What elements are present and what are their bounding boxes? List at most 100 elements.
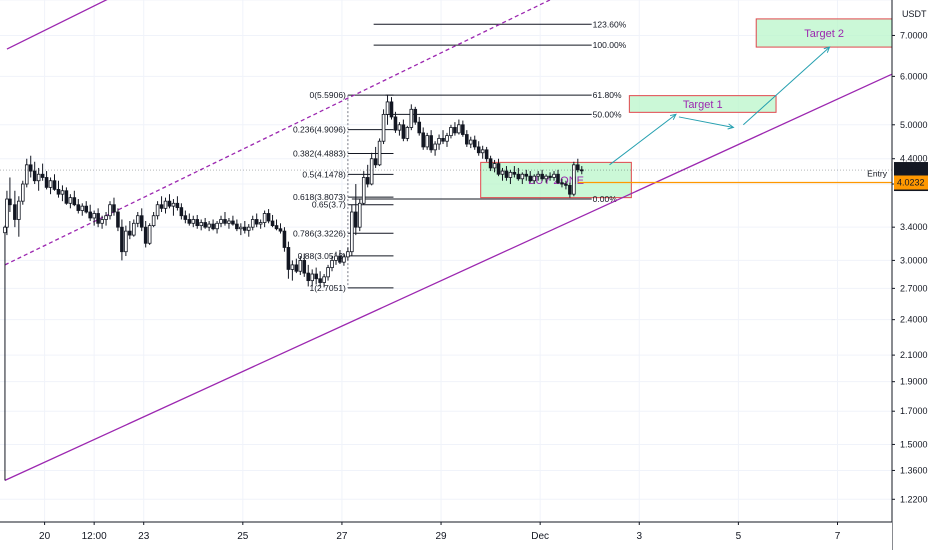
- zone-box: [628, 95, 777, 113]
- candle-body: [441, 138, 445, 142]
- price-tick-label: 6.0000: [900, 71, 928, 81]
- candle-body: [346, 251, 350, 258]
- candle-body: [342, 256, 346, 263]
- candle-body: [500, 170, 505, 175]
- candle-body: [476, 146, 481, 154]
- candle-body: [552, 173, 556, 178]
- trendline: [4, 0, 552, 266]
- fib-level-label: 0.618(3.8073): [293, 192, 346, 202]
- candle-body: [465, 134, 469, 145]
- trendlines-layer: [4, 0, 893, 481]
- overlay-layer: Entry: [0, 46, 892, 184]
- candle-body: [310, 273, 314, 282]
- fib-level-label: 0.88(3.0513): [298, 251, 346, 261]
- price-tick-label: 2.4000: [900, 315, 928, 325]
- zone-box: [480, 161, 632, 199]
- candle-body: [520, 173, 525, 180]
- candle-body: [417, 121, 422, 134]
- candle-body: [68, 197, 73, 204]
- candle-body: [302, 260, 307, 274]
- fibonacci-layer: 0(5.5906) 0.236(4.9096) 0.382(4.4883) 0.5(4…: [293, 19, 627, 293]
- candle-body: [175, 202, 180, 209]
- current-price-badge: [894, 162, 928, 178]
- candle-body: [56, 188, 61, 195]
- fib-level-label: 0.65(3.7): [312, 200, 346, 210]
- candle-body: [5, 198, 9, 228]
- time-tick-label: 3: [636, 531, 642, 542]
- time-tick-label: 7: [835, 531, 841, 542]
- price-tick-label: 5.0000: [900, 120, 928, 130]
- candle-body: [13, 204, 17, 220]
- candle-body: [318, 278, 322, 283]
- candle-body: [262, 213, 267, 223]
- time-tick-label: 5: [736, 531, 742, 542]
- price-tick-label: 1.5000: [900, 439, 928, 449]
- candle-body: [187, 219, 192, 224]
- candle-body: [17, 200, 21, 220]
- candle-body: [266, 213, 271, 222]
- candle-body: [480, 149, 485, 154]
- candle-body: [298, 260, 303, 272]
- candle-body: [116, 211, 120, 228]
- candle-body: [286, 247, 291, 270]
- time-tick-label: 27: [336, 531, 348, 542]
- candle-body: [282, 230, 287, 248]
- candle-body: [409, 108, 414, 128]
- fib-level-label: 0.382(4.4883): [293, 148, 346, 158]
- zone-label: Target 1: [683, 99, 723, 111]
- candle-body: [151, 215, 156, 227]
- candle-body: [512, 171, 517, 175]
- zone-box: [755, 18, 893, 48]
- candle-body: [290, 264, 295, 270]
- candle-body: [322, 276, 326, 283]
- candle-body: [334, 255, 338, 261]
- candle-body: [405, 127, 410, 139]
- price-tick-label: 2.7000: [900, 283, 928, 293]
- candle-body: [239, 226, 243, 230]
- candle-body: [536, 173, 540, 177]
- candle-body: [92, 213, 96, 219]
- candle-body: [64, 190, 69, 204]
- fib-level-label: 0.5(4.1478): [302, 169, 346, 179]
- candle-body: [179, 207, 184, 217]
- candle-body: [215, 222, 219, 230]
- candle-body: [449, 127, 453, 137]
- candle-body: [373, 158, 378, 166]
- trendline: [4, 73, 893, 481]
- candle-body: [508, 171, 513, 178]
- price-tick-label: 4.4000: [900, 154, 928, 164]
- time-axis[interactable]: 20 12:00 23 25 27 29 Dec 3 5 7: [0, 521, 892, 550]
- candle-body: [135, 215, 140, 224]
- candle-body: [445, 135, 449, 142]
- price-tick-label: 1.7000: [900, 406, 928, 416]
- projection-level-label: 50.00%: [593, 109, 622, 119]
- candle-body: [314, 273, 318, 280]
- price-tick-label: 3.0000: [900, 255, 928, 265]
- candle-body: [564, 183, 568, 186]
- candle-body: [544, 175, 548, 180]
- price-tick-label: 1.2200: [900, 494, 928, 504]
- time-tick-label: 25: [237, 531, 249, 542]
- candle-body: [453, 127, 457, 134]
- arrow-head: [727, 123, 735, 130]
- candle-body: [132, 222, 136, 236]
- fib-level-label: 0(5.5906): [309, 90, 346, 100]
- candle-body: [270, 220, 275, 227]
- price-tick-label: 3.4000: [900, 222, 928, 232]
- time-tick-label: 12:00: [82, 531, 107, 542]
- arrow-head: [823, 46, 831, 53]
- currency-label: USDT: [902, 9, 927, 19]
- price-tick-label: 7.0000: [900, 30, 928, 40]
- candle-body: [108, 204, 112, 217]
- candle-body: [393, 116, 398, 131]
- candle-body: [143, 226, 148, 244]
- candle-body: [369, 158, 374, 185]
- candle-body: [389, 101, 394, 118]
- candle-body: [461, 124, 465, 135]
- candle-body: [421, 132, 425, 148]
- candle-body: [488, 158, 493, 169]
- price-axis[interactable]: 1.2200 1.3600 1.5000 1.7000 1.9000 2.1000 2.40…: [891, 0, 932, 550]
- time-tick-label: Dec: [531, 531, 549, 542]
- candle-body: [21, 183, 25, 202]
